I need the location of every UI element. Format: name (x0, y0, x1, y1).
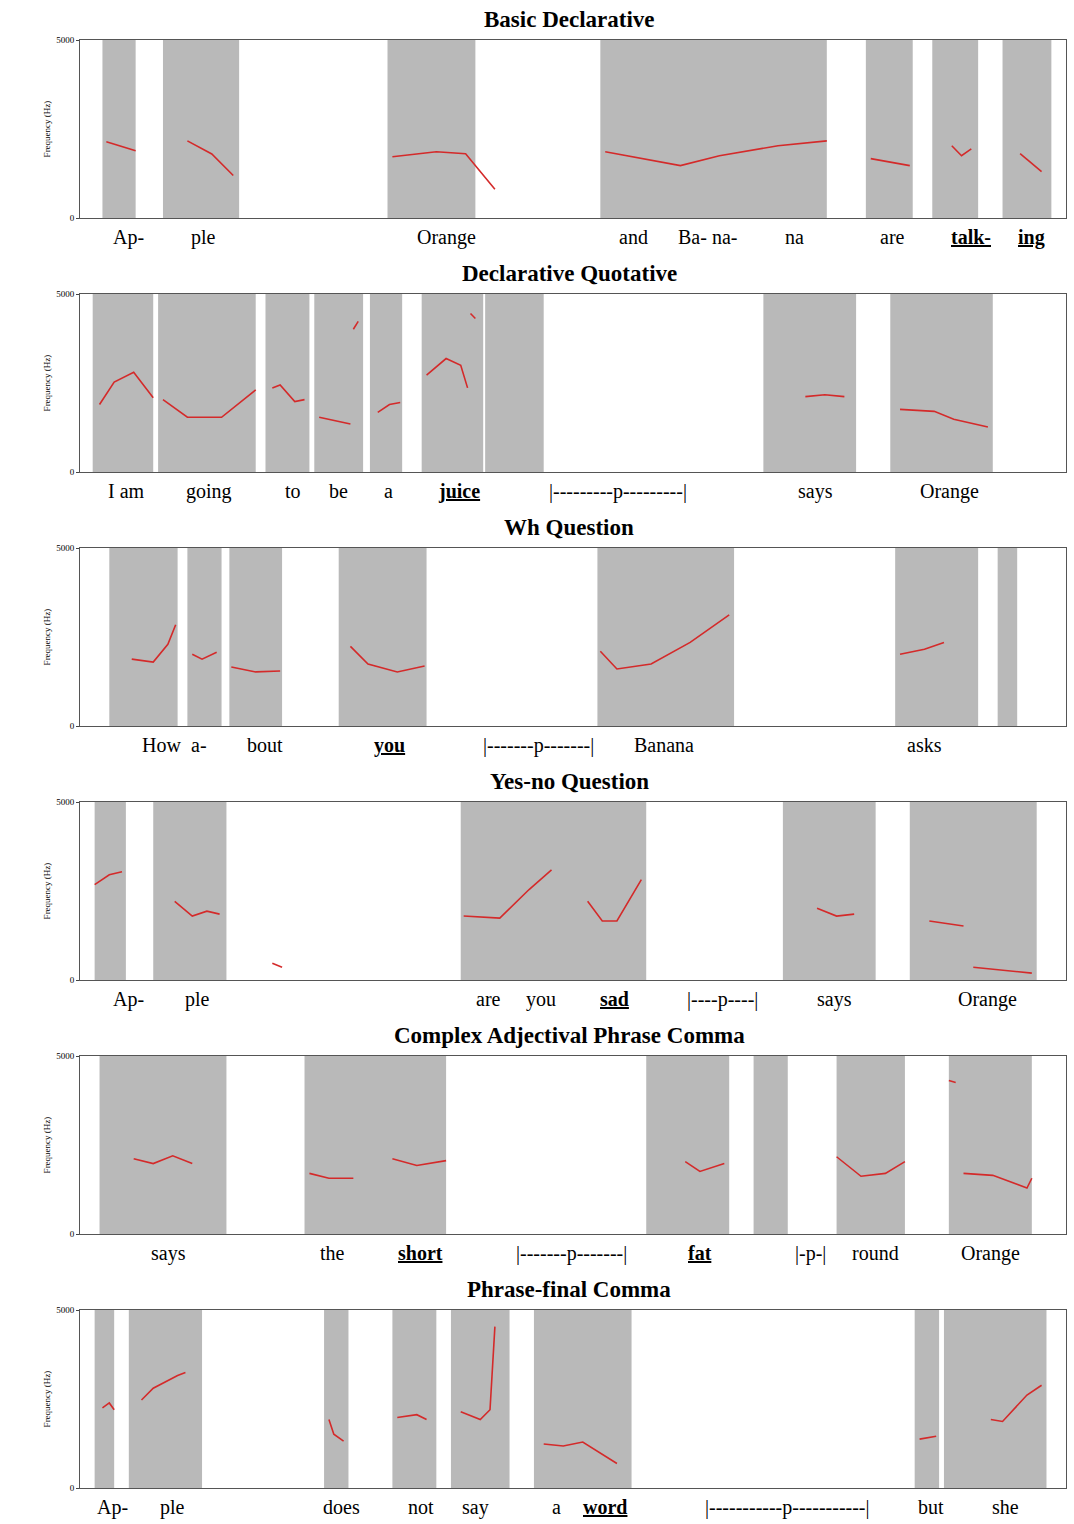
svg-text:word: word (583, 1496, 627, 1518)
svg-text:say: say (462, 1496, 489, 1519)
svg-text:are: are (880, 226, 905, 248)
svg-text:Yes-no Question: Yes-no Question (490, 769, 649, 794)
svg-text:says: says (151, 1242, 186, 1265)
svg-text:but: but (918, 1496, 944, 1518)
svg-text:Frequency (Hz): Frequency (Hz) (42, 101, 52, 158)
svg-text:|-----------p-----------|: |-----------p-----------| (705, 1496, 870, 1519)
svg-text:ple: ple (185, 988, 210, 1011)
svg-text:are: are (476, 988, 501, 1010)
svg-text:Orange: Orange (417, 226, 476, 249)
svg-text:Phrase-final Comma: Phrase-final Comma (467, 1277, 671, 1302)
svg-text:5000: 5000 (56, 35, 75, 45)
svg-text:|-------p-------|: |-------p-------| (516, 1242, 627, 1265)
svg-text:a: a (552, 1496, 561, 1518)
svg-text:Frequency (Hz): Frequency (Hz) (42, 863, 52, 920)
svg-text:5000: 5000 (56, 797, 75, 807)
svg-text:ple: ple (191, 226, 216, 249)
svg-text:5000: 5000 (56, 1305, 75, 1315)
svg-text:I am: I am (108, 480, 145, 502)
svg-text:Frequency (Hz): Frequency (Hz) (42, 609, 52, 666)
svg-text:0: 0 (70, 975, 75, 985)
svg-text:Orange: Orange (961, 1242, 1020, 1265)
svg-text:a: a (384, 480, 393, 502)
svg-text:0: 0 (70, 213, 75, 223)
svg-text:Complex Adjectival Phrase Comm: Complex Adjectival Phrase Comma (394, 1023, 745, 1048)
svg-text:Ap-: Ap- (113, 226, 144, 249)
svg-text:does: does (323, 1496, 360, 1518)
svg-text:5000: 5000 (56, 1051, 75, 1061)
svg-text:Ap-: Ap- (113, 988, 144, 1011)
svg-text:|-------p-------|: |-------p-------| (483, 734, 594, 757)
svg-text:ple: ple (160, 1496, 185, 1519)
svg-text:|---------p---------|: |---------p---------| (549, 480, 687, 503)
svg-text:Frequency (Hz): Frequency (Hz) (42, 1117, 52, 1174)
svg-text:Ap-: Ap- (97, 1496, 128, 1519)
svg-text:Orange: Orange (920, 480, 979, 503)
svg-text:How: How (142, 734, 181, 756)
svg-text:Basic Declarative: Basic Declarative (484, 7, 655, 32)
svg-text:Frequency (Hz): Frequency (Hz) (42, 1371, 52, 1428)
svg-text:says: says (798, 480, 833, 503)
svg-text:sad: sad (600, 988, 629, 1010)
svg-text:5000: 5000 (56, 543, 75, 553)
svg-text:juice: juice (438, 480, 480, 503)
svg-text:0: 0 (70, 1229, 75, 1239)
svg-text:0: 0 (70, 467, 75, 477)
svg-text:short: short (398, 1242, 443, 1264)
svg-text:talk-: talk- (951, 226, 991, 248)
svg-text:the: the (320, 1242, 345, 1264)
svg-text:she: she (992, 1496, 1019, 1518)
svg-text:0: 0 (70, 721, 75, 731)
svg-text:fat: fat (688, 1242, 712, 1264)
svg-text:|-p-|: |-p-| (795, 1242, 826, 1265)
svg-text:not: not (408, 1496, 434, 1518)
svg-text:0: 0 (70, 1483, 75, 1493)
svg-text:round: round (852, 1242, 899, 1264)
svg-text:asks: asks (907, 734, 942, 756)
svg-text:and: and (619, 226, 648, 248)
svg-text:bout: bout (247, 734, 283, 756)
svg-text:na: na (785, 226, 804, 248)
svg-text:Declarative Quotative: Declarative Quotative (462, 261, 677, 286)
svg-text:says: says (817, 988, 852, 1011)
svg-text:5000: 5000 (56, 289, 75, 299)
svg-text:Ba- na-: Ba- na- (678, 226, 737, 248)
svg-text:you: you (526, 988, 556, 1011)
svg-text:a-: a- (191, 734, 207, 756)
svg-text:ing: ing (1018, 226, 1045, 249)
svg-text:be: be (329, 480, 348, 502)
svg-text:going: going (186, 480, 232, 503)
svg-text:Wh Question: Wh Question (504, 515, 634, 540)
svg-text:Frequency (Hz): Frequency (Hz) (42, 355, 52, 412)
svg-text:|----p----|: |----p----| (687, 988, 758, 1011)
svg-text:Banana: Banana (634, 734, 694, 756)
svg-text:to: to (285, 480, 301, 502)
svg-text:you: you (374, 734, 405, 757)
svg-text:Orange: Orange (958, 988, 1017, 1011)
